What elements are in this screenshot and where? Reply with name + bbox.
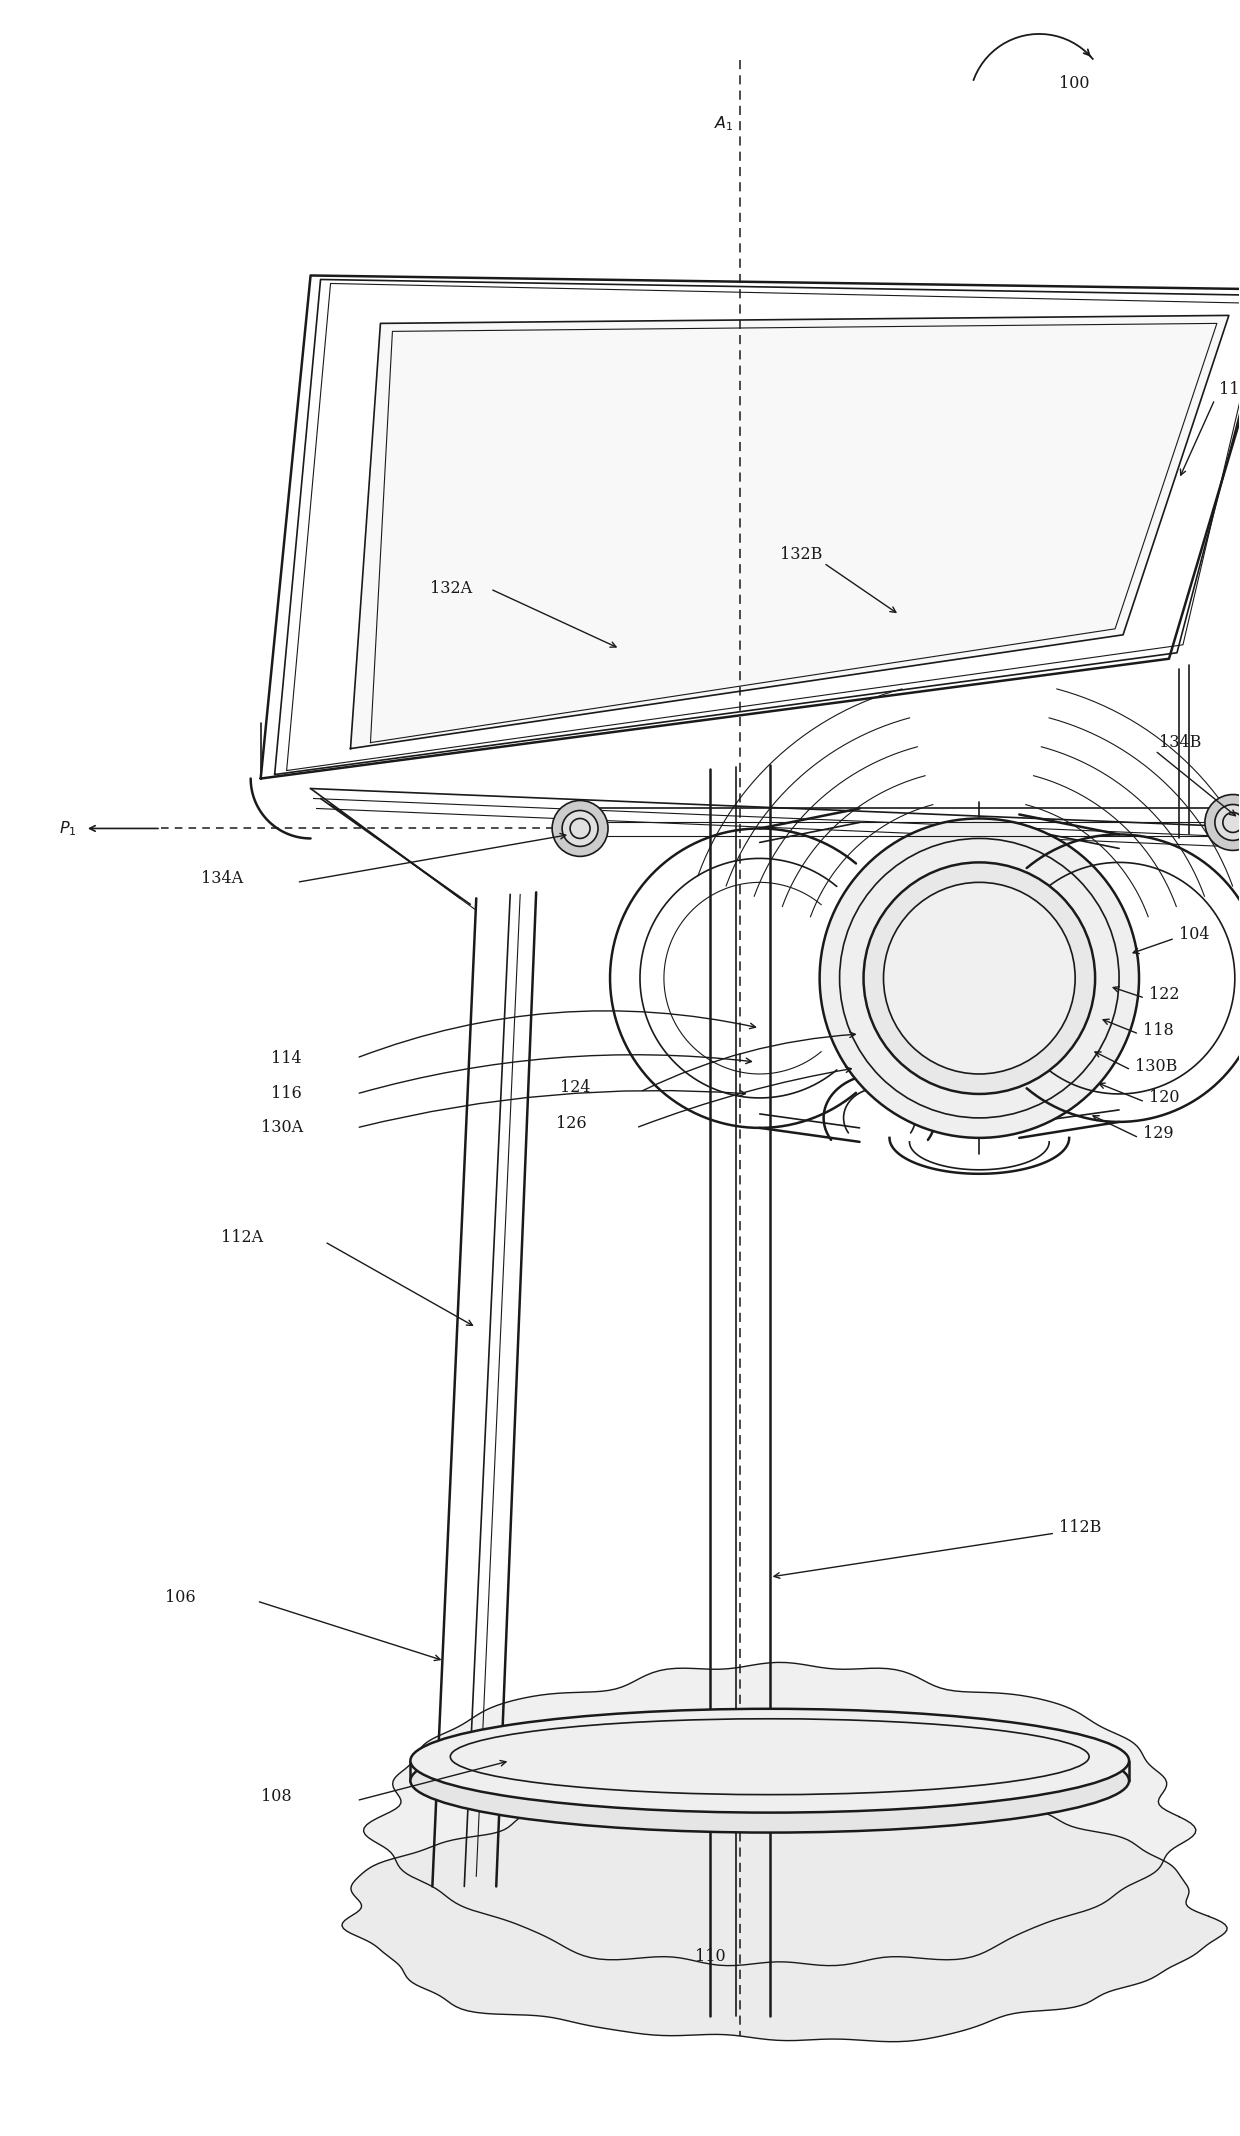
Polygon shape (351, 316, 1229, 748)
Circle shape (1215, 805, 1240, 839)
Circle shape (562, 810, 598, 846)
Circle shape (820, 818, 1140, 1138)
Text: 106: 106 (165, 1589, 196, 1606)
Text: 116: 116 (270, 1085, 301, 1102)
Text: 124: 124 (560, 1079, 590, 1096)
Text: 134B: 134B (1159, 735, 1202, 752)
Text: 130B: 130B (1135, 1057, 1178, 1074)
Text: $P_1$: $P_1$ (60, 818, 77, 837)
Text: 110: 110 (694, 1948, 725, 1965)
Text: 108: 108 (260, 1788, 291, 1805)
Circle shape (552, 801, 608, 857)
Text: 134A: 134A (201, 869, 243, 886)
Circle shape (1205, 795, 1240, 850)
Text: 112B: 112B (1059, 1519, 1101, 1536)
Text: 130A: 130A (260, 1119, 303, 1136)
Ellipse shape (410, 1728, 1130, 1833)
Circle shape (863, 863, 1095, 1094)
Text: 112A: 112A (221, 1228, 263, 1245)
Text: 104: 104 (1179, 925, 1209, 942)
Text: 100: 100 (1059, 75, 1090, 92)
Text: 122: 122 (1149, 985, 1179, 1002)
Text: 118: 118 (1143, 1021, 1174, 1038)
Text: $A_1$: $A_1$ (714, 115, 734, 132)
Polygon shape (363, 1662, 1195, 1965)
Text: 113: 113 (1219, 380, 1240, 397)
Text: 132A: 132A (430, 581, 472, 598)
Text: 120: 120 (1149, 1089, 1179, 1106)
Polygon shape (342, 1790, 1228, 2042)
Text: 129: 129 (1143, 1126, 1173, 1143)
Circle shape (884, 882, 1075, 1074)
Text: 132B: 132B (780, 547, 822, 564)
Ellipse shape (410, 1709, 1130, 1813)
Text: 114: 114 (270, 1049, 301, 1066)
Text: 126: 126 (556, 1115, 587, 1132)
